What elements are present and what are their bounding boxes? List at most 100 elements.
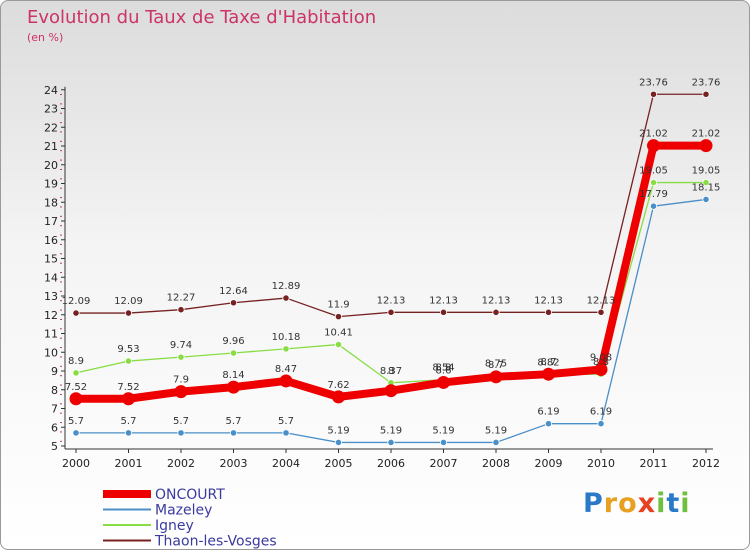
x-tick-label: 2011 [640,457,668,470]
data-label: 19.05 [692,166,721,177]
y-tick-label: 21 [44,140,58,153]
brand-logo: Proxiti [583,488,691,519]
data-label: 8 [388,366,394,377]
data-label: 12.64 [219,286,248,297]
data-label: 8.8 [593,357,609,368]
data-label: 12.13 [534,295,563,306]
data-point [492,308,500,316]
data-point [177,353,185,361]
data-label: 9.74 [170,340,192,351]
data-label: 5.7 [173,416,189,427]
legend-label: Thaon-les-Vosges [154,534,277,550]
data-point [124,309,133,317]
y-tick-label: 24 [44,84,58,97]
data-label: 9.08 [590,353,612,364]
y-axis-unit: (en %) [27,31,64,44]
data-label: 8.14 [222,370,244,381]
data-label: 5.7 [278,416,294,427]
data-point [229,429,238,437]
data-label: 5.19 [327,425,349,436]
data-point [387,308,395,316]
data-point [279,374,293,388]
data-point [177,429,185,437]
data-point [282,429,290,437]
data-point [384,384,398,398]
data-label: 12.09 [114,296,143,307]
data-label: 12.13 [429,295,458,306]
data-label: 7.9 [173,375,189,386]
legend-label: ONCOURT [155,487,225,503]
data-label: 7.52 [117,382,139,393]
data-point [227,380,240,394]
data-point [72,309,80,317]
y-tick-label: 14 [44,271,58,284]
brand-letter: i [680,488,691,519]
data-point [492,438,500,447]
data-point [544,420,553,428]
data-point [489,370,503,384]
data-label: 9.96 [222,336,244,347]
series-line-thaon-les-vosges [76,93,706,318]
data-point [649,178,658,187]
data-point [647,139,660,153]
data-label: 5.19 [380,425,402,436]
y-tick-label: 22 [44,121,58,134]
y-tick-label: 17 [44,215,58,228]
data-point [72,369,80,377]
data-point [334,313,343,321]
y-tick-label: 15 [44,253,58,266]
data-label: 12.27 [167,293,196,304]
brand-letter: r [603,488,619,519]
y-tick-label: 11 [44,328,58,341]
y-tick-label: 18 [44,196,58,209]
brand-letter: x [637,488,657,519]
chart-title: Evolution du Taux de Taxe d'Habitation [27,7,377,28]
data-label: 19.05 [639,166,668,177]
data-point [597,308,605,316]
data-point [439,308,448,316]
brand-letter: P [583,488,604,519]
x-tick-label: 2010 [587,457,615,470]
data-point [124,429,133,437]
y-tick-label: 5 [51,440,58,453]
data-point [122,392,135,406]
data-point [177,306,185,314]
data-label: 6.19 [590,407,612,418]
data-label: 8.82 [537,357,559,368]
data-point [702,90,710,98]
data-label: 5.19 [485,425,507,436]
data-point [229,349,238,357]
data-label: 23.76 [639,77,668,88]
data-point [702,195,710,204]
data-label: 17.79 [639,189,668,200]
brand-letter: o [618,488,638,519]
data-label: 11.9 [327,300,349,311]
x-tick-label: 2009 [535,457,563,470]
data-label: 12.13 [482,295,511,306]
x-tick-label: 2003 [220,457,248,470]
data-point [174,385,188,399]
data-point [597,420,605,428]
data-point [544,308,553,316]
y-tick-label: 12 [44,309,58,322]
data-point [387,438,395,447]
data-label: 8.54 [432,363,454,374]
data-label: 9.53 [117,344,139,355]
y-tick-label: 6 [51,421,58,434]
data-point [699,139,713,153]
data-label: 7.62 [327,380,349,391]
data-label: 12.13 [587,295,616,306]
data-point [332,390,345,404]
data-point [334,340,343,349]
data-label: 12.09 [62,296,91,307]
data-label: 5.7 [226,416,242,427]
data-point [334,438,343,447]
data-point [439,438,448,447]
x-tick-label: 2007 [430,457,458,470]
data-point [542,367,555,381]
data-label: 23.76 [692,77,721,88]
data-point [649,202,658,210]
data-label: 18.15 [692,182,721,193]
brand-letter: t [666,488,681,519]
